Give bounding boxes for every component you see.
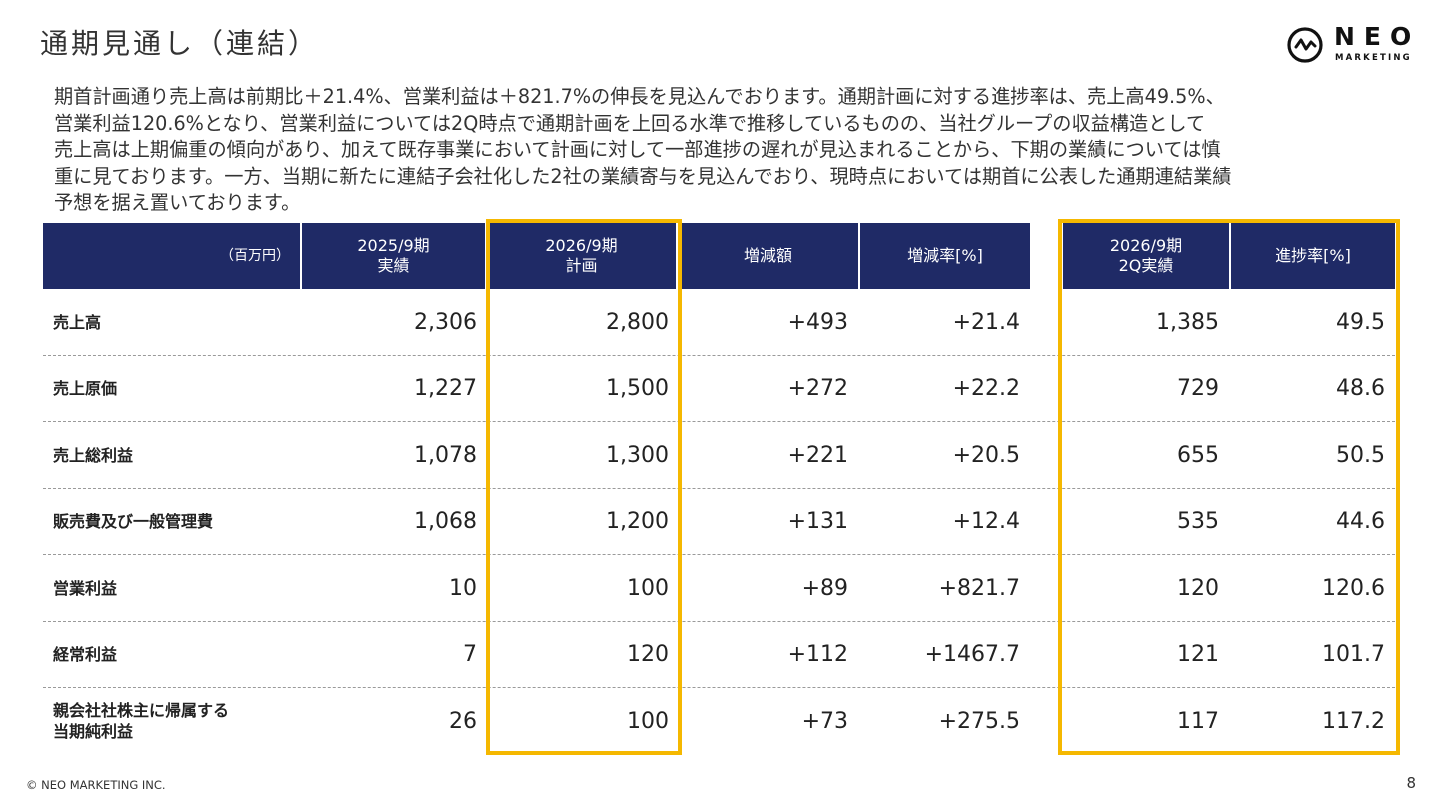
cell-fy2026-plan: 100 — [627, 708, 669, 734]
row-label: 売上原価 — [53, 378, 118, 398]
cell-change-rate: +22.2 — [952, 375, 1020, 401]
row-label: 経常利益 — [53, 644, 118, 664]
cell-2q-actual: 117 — [1177, 708, 1219, 734]
table-row: 販売費及び一般管理費 1,068 1,200 +131 +12.4 535 44… — [43, 488, 1395, 555]
logo-brand-text: NEO — [1334, 22, 1421, 51]
col-header-fy2026-2q-actual: 2026/9期 2Q実績 — [1063, 223, 1229, 289]
cell-fy2026-plan: 100 — [627, 575, 669, 601]
cell-progress-rate: 50.5 — [1336, 442, 1385, 468]
table-row: 親会社社株主に帰属する 当期純利益 26 100 +73 +275.5 117 … — [43, 688, 1395, 754]
cell-fy2025-actual: 1,068 — [414, 508, 477, 534]
cell-fy2025-actual: 2,306 — [414, 309, 477, 335]
table-row: 経常利益 7 120 +112 +1467.7 121 101.7 — [43, 621, 1395, 688]
cell-progress-rate: 101.7 — [1322, 641, 1385, 667]
row-label: 営業利益 — [53, 578, 118, 598]
row-label: 親会社社株主に帰属する 当期純利益 — [53, 701, 230, 741]
col-header-change-rate: 増減率[%] — [860, 223, 1030, 289]
cell-progress-rate: 120.6 — [1322, 575, 1385, 601]
col-header-progress-rate: 進捗率[%] — [1231, 223, 1395, 289]
page-number: 8 — [1406, 774, 1416, 792]
cell-fy2025-actual: 26 — [449, 708, 477, 734]
cell-fy2025-actual: 10 — [449, 575, 477, 601]
cell-change-amount: +112 — [787, 641, 848, 667]
row-label: 売上高 — [53, 312, 102, 332]
cell-2q-actual: 655 — [1177, 442, 1219, 468]
cell-2q-actual: 729 — [1177, 375, 1219, 401]
table-header: （百万円） 2025/9期 実績 2026/9期 計画 増減額 増減率[%] 2… — [43, 223, 1395, 289]
cell-fy2025-actual: 7 — [463, 641, 477, 667]
cell-change-rate: +821.7 — [938, 575, 1020, 601]
unit-label: （百万円） — [43, 223, 300, 289]
cell-fy2025-actual: 1,227 — [414, 375, 477, 401]
cell-2q-actual: 120 — [1177, 575, 1219, 601]
cell-2q-actual: 535 — [1177, 508, 1219, 534]
col-header-change-amount: 増減額 — [678, 223, 858, 289]
row-label: 販売費及び一般管理費 — [53, 511, 214, 531]
cell-change-amount: +131 — [787, 508, 848, 534]
neo-marketing-logo: NEO MARKETING — [1286, 22, 1412, 64]
cell-progress-rate: 44.6 — [1336, 508, 1385, 534]
cell-fy2026-plan: 1,200 — [606, 508, 669, 534]
table-row: 売上総利益 1,078 1,300 +221 +20.5 655 50.5 — [43, 422, 1395, 489]
table-row: 営業利益 10 100 +89 +821.7 120 120.6 — [43, 555, 1395, 622]
col-header-fy2026-plan: 2026/9期 計画 — [487, 223, 676, 289]
cell-fy2026-plan: 1,500 — [606, 375, 669, 401]
cell-change-amount: +221 — [787, 442, 848, 468]
cell-change-rate: +20.5 — [952, 442, 1020, 468]
cell-fy2025-actual: 1,078 — [414, 442, 477, 468]
summary-paragraph: 期首計画通り売上高は前期比＋21.4%、営業利益は＋821.7%の伸長を見込んで… — [54, 85, 1232, 214]
cell-progress-rate: 117.2 — [1322, 708, 1385, 734]
cell-progress-rate: 49.5 — [1336, 309, 1385, 335]
cell-progress-rate: 48.6 — [1336, 375, 1385, 401]
table-row: 売上高 2,306 2,800 +493 +21.4 1,385 49.5 — [43, 289, 1395, 356]
cell-change-amount: +272 — [787, 375, 848, 401]
row-label: 売上総利益 — [53, 445, 134, 465]
col-header-fy2025-actual: 2025/9期 実績 — [302, 223, 485, 289]
cell-fy2026-plan: 1,300 — [606, 442, 669, 468]
cell-2q-actual: 1,385 — [1156, 309, 1219, 335]
cell-change-amount: +89 — [801, 575, 848, 601]
cell-change-amount: +73 — [801, 708, 848, 734]
copyright: © NEO MARKETING INC. — [26, 778, 166, 792]
page-title: 通期見通し（連結） — [40, 27, 320, 60]
cell-fy2026-plan: 2,800 — [606, 309, 669, 335]
cell-change-amount: +493 — [787, 309, 848, 335]
cell-2q-actual: 121 — [1177, 641, 1219, 667]
cell-change-rate: +12.4 — [952, 508, 1020, 534]
logo-sub-text: MARKETING — [1335, 53, 1412, 63]
cell-change-rate: +21.4 — [952, 309, 1020, 335]
table-row: 売上原価 1,227 1,500 +272 +22.2 729 48.6 — [43, 355, 1395, 422]
cell-fy2026-plan: 120 — [627, 641, 669, 667]
cell-change-rate: +1467.7 — [924, 641, 1020, 667]
cell-change-rate: +275.5 — [938, 708, 1020, 734]
logo-mark-icon — [1287, 27, 1323, 63]
